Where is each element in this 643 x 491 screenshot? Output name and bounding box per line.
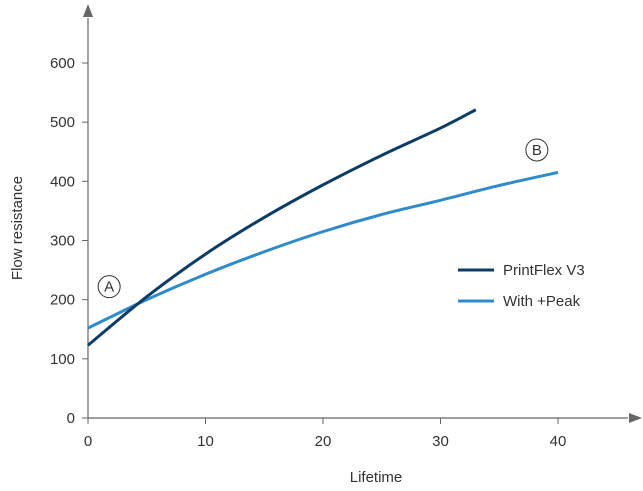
y-tick-label: 400 bbox=[50, 173, 75, 190]
x-tick-label: 40 bbox=[550, 433, 567, 450]
y-axis-arrow bbox=[83, 4, 93, 17]
y-tick-label: 100 bbox=[50, 351, 75, 368]
x-tick-label: 20 bbox=[315, 433, 332, 450]
x-axis-label: Lifetime bbox=[350, 469, 403, 486]
annotations: AB bbox=[97, 138, 549, 299]
annotation-circle bbox=[97, 275, 121, 299]
series bbox=[87, 108, 559, 347]
legend: PrintFlex V3 With +Peak bbox=[458, 262, 585, 310]
y-tick-label: 600 bbox=[50, 55, 75, 72]
y-axis-label: Flow resistance bbox=[9, 176, 26, 280]
x-tick-label: 10 bbox=[197, 433, 214, 450]
axes bbox=[83, 4, 642, 423]
y-tick-label: 500 bbox=[50, 114, 75, 131]
series-line-printflex-v3 bbox=[87, 108, 477, 347]
y-tick-label: 0 bbox=[67, 410, 75, 427]
legend-label: PrintFlex V3 bbox=[503, 262, 585, 279]
annotation-label: A bbox=[104, 279, 114, 296]
y-tick-label: 200 bbox=[50, 292, 75, 309]
y-tick-label: 300 bbox=[50, 233, 75, 250]
annotation-circle bbox=[525, 138, 549, 162]
x-tick-label: 30 bbox=[432, 433, 449, 450]
x-tick-label: 0 bbox=[84, 433, 92, 450]
annotation-label: B bbox=[532, 142, 542, 159]
x-axis-arrow bbox=[629, 413, 642, 423]
series-line-with-peak bbox=[87, 170, 559, 330]
legend-label: With +Peak bbox=[503, 293, 581, 310]
